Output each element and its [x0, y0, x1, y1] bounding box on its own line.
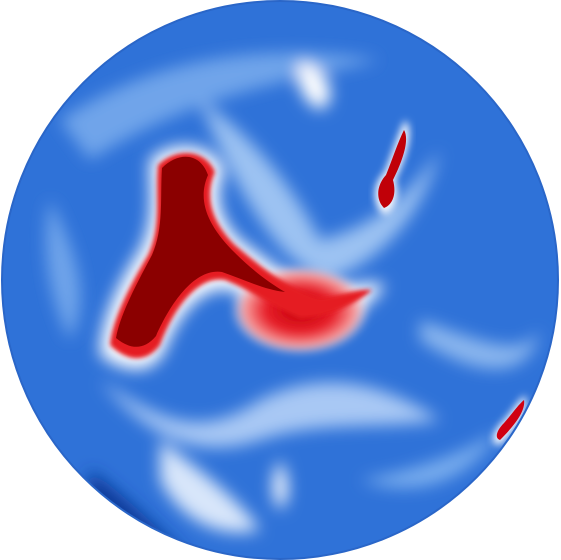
light-streaks	[46, 52, 540, 533]
positive-region	[100, 120, 526, 445]
